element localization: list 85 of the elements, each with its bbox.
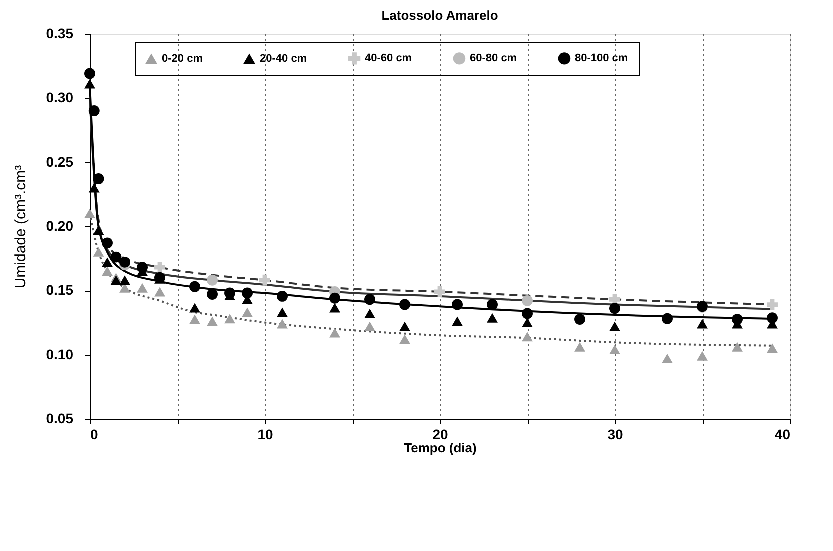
point <box>84 208 96 218</box>
point <box>110 276 122 286</box>
legend-label: 60-80 cm <box>470 52 518 65</box>
point <box>242 288 253 299</box>
point <box>137 283 148 293</box>
x-tick-label: 0 <box>90 426 98 442</box>
x-tick-label: 30 <box>608 426 624 442</box>
point <box>190 314 200 324</box>
point <box>522 295 533 306</box>
point <box>574 314 586 326</box>
point <box>434 286 446 298</box>
point <box>110 252 122 263</box>
point <box>102 258 113 268</box>
point <box>93 226 104 236</box>
point <box>154 287 166 297</box>
x-axis-title: Tempo (dia) <box>404 440 477 456</box>
point <box>732 314 743 326</box>
point <box>452 316 463 326</box>
point <box>662 313 673 324</box>
point <box>330 303 340 313</box>
point <box>330 292 340 304</box>
point <box>120 276 130 286</box>
point <box>487 299 498 310</box>
point <box>610 344 620 354</box>
point <box>137 262 148 274</box>
y-tick-label: 0.30 <box>46 90 74 106</box>
point <box>260 274 270 286</box>
point <box>120 256 130 268</box>
x-tick-label: 20 <box>432 426 448 442</box>
point <box>452 299 463 310</box>
point <box>487 313 498 323</box>
point <box>364 294 376 306</box>
point <box>93 174 104 184</box>
point <box>190 281 200 292</box>
point <box>767 312 778 324</box>
point <box>400 322 410 332</box>
point <box>277 290 288 302</box>
y-tick-label: 0.35 <box>46 26 74 42</box>
point <box>767 299 778 310</box>
point <box>93 247 104 257</box>
point <box>102 238 113 249</box>
point <box>400 299 410 310</box>
y-axis-title: Umidade (cm³.cm³ <box>12 165 30 289</box>
point <box>610 303 620 314</box>
point <box>522 318 533 328</box>
point <box>767 344 778 354</box>
chart-title: Latossolo Amarelo <box>382 8 498 23</box>
point <box>697 319 708 329</box>
point <box>207 289 218 300</box>
point <box>400 334 410 344</box>
point <box>364 309 376 319</box>
y-tick-label: 0.15 <box>46 282 74 298</box>
point <box>277 308 288 318</box>
point <box>364 322 376 332</box>
point <box>330 328 340 338</box>
point <box>277 319 288 329</box>
legend-label: 0-20 cm <box>162 53 204 66</box>
point <box>207 316 218 326</box>
point <box>207 274 218 286</box>
y-tick-label: 0.05 <box>46 410 74 426</box>
point <box>224 288 236 299</box>
point <box>224 314 236 324</box>
point <box>662 354 673 364</box>
legend-label: 40-60 cm <box>365 52 412 65</box>
point <box>732 342 743 352</box>
y-tick-label: 0.10 <box>46 346 74 362</box>
point <box>190 303 200 313</box>
point <box>610 322 620 332</box>
point <box>522 308 533 320</box>
point <box>154 262 166 274</box>
point <box>88 183 100 193</box>
legend-label: 80-100 cm <box>575 52 628 65</box>
x-tick-label: 10 <box>258 426 274 442</box>
point <box>697 351 708 361</box>
y-tick-label: 0.20 <box>46 218 74 234</box>
point <box>84 68 96 80</box>
point <box>102 266 113 276</box>
point <box>84 79 96 89</box>
point <box>522 332 533 342</box>
point <box>88 106 100 116</box>
point <box>242 308 253 318</box>
point <box>574 342 586 352</box>
x-tick-label: 40 <box>774 426 791 442</box>
legend-label: 20-40 cm <box>260 53 308 66</box>
y-tick-label: 0.25 <box>46 154 74 170</box>
